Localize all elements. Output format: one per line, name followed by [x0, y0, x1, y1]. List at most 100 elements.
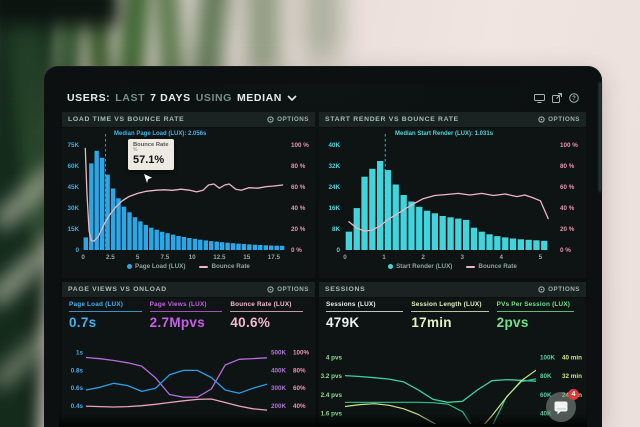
svg-text:60 %: 60 % [291, 184, 306, 191]
median-annotation: Median Page Load (LUX): 2.056s [114, 131, 207, 137]
svg-text:5: 5 [136, 254, 140, 261]
svg-text:40K: 40K [328, 142, 340, 149]
legend-item[interactable]: Start Render (LUX) [388, 263, 452, 270]
legend-label: Bounce Rate [478, 263, 517, 270]
gear-icon [538, 116, 545, 123]
dashboard: USERS: LAST 7 DAYS USING MEDIAN [59, 84, 587, 427]
options-label: OPTIONS [277, 286, 309, 293]
plant-leaf [246, 0, 280, 78]
svg-text:40K: 40K [540, 411, 552, 418]
svg-text:300K: 300K [271, 385, 287, 392]
share-icon[interactable] [552, 93, 562, 103]
options-button[interactable]: OPTIONS [267, 116, 309, 123]
svg-text:20 %: 20 % [560, 226, 575, 233]
metric-page-views: Page Views (LUX) 2.7Mpvs [149, 301, 231, 330]
panel-load-time: LOAD TIME VS BOUNCE RATE OPTIONS 75K 60K 4… [62, 112, 315, 278]
metric-value: 2.7Mpvs [149, 314, 206, 330]
options-button[interactable]: OPTIONS [538, 116, 580, 123]
svg-text:?: ? [572, 96, 576, 102]
users-range-selector[interactable]: USERS: LAST 7 DAYS USING MEDIAN [67, 92, 297, 104]
panel-sessions: SESSIONS OPTIONS Sessions (LUX) 479K [319, 282, 586, 427]
svg-text:40 %: 40 % [291, 205, 306, 212]
svg-text:0 %: 0 % [291, 247, 302, 254]
bounce-rate-tooltip: Bounce Rate % 57.1% [128, 139, 175, 170]
header-icons: ? [534, 93, 579, 103]
legend-item[interactable]: Page Load (LUX) [127, 263, 185, 270]
svg-text:45K: 45K [67, 184, 79, 191]
options-label: OPTIONS [548, 116, 580, 123]
metric-pvs-per-session: PVs Per Session (LUX) 2pvs [496, 301, 582, 330]
svg-text:0: 0 [343, 254, 347, 261]
tooltip-value: 57.1% [133, 153, 165, 166]
svg-text:100K: 100K [540, 354, 556, 361]
panel-load-time-header: LOAD TIME VS BOUNCE RATE OPTIONS [62, 112, 315, 128]
svg-text:7.5: 7.5 [161, 254, 170, 261]
svg-text:0: 0 [336, 247, 340, 254]
display-icon[interactable] [534, 93, 545, 103]
svg-text:80%: 80% [293, 367, 306, 374]
svg-text:15K: 15K [67, 226, 79, 233]
legend-line [466, 265, 476, 268]
svg-text:4 pvs: 4 pvs [326, 354, 343, 361]
plant-leaf [302, 0, 342, 65]
svg-text:12.5: 12.5 [213, 254, 226, 261]
svg-text:3: 3 [460, 254, 464, 261]
help-icon[interactable]: ? [569, 93, 579, 103]
svg-text:2.5: 2.5 [106, 254, 115, 261]
svg-text:20 %: 20 % [291, 226, 306, 233]
options-button[interactable]: OPTIONS [267, 286, 309, 293]
svg-text:60K: 60K [540, 392, 552, 399]
svg-text:4: 4 [500, 254, 504, 261]
svg-text:75K: 75K [67, 142, 79, 149]
bezel-highlight [599, 82, 601, 192]
plant-shadow [0, 0, 118, 26]
svg-text:30K: 30K [67, 205, 79, 212]
metric-page-load: Page Load (LUX) 0.7s [69, 301, 150, 330]
svg-text:1s: 1s [76, 350, 84, 357]
header-last-label: LAST [115, 92, 146, 104]
svg-text:0.4s: 0.4s [71, 403, 84, 410]
metric-rule [230, 310, 304, 312]
options-button[interactable]: OPTIONS [538, 286, 580, 293]
legend-item[interactable]: Bounce Rate [199, 263, 250, 270]
panel-title: LOAD TIME VS BOUNCE RATE [68, 116, 185, 123]
svg-text:15: 15 [243, 254, 251, 261]
svg-text:2.4 pvs: 2.4 pvs [321, 392, 343, 399]
header-median-label: MEDIAN [236, 92, 282, 104]
panel-title: START RENDER VS BOUNCE RATE [325, 116, 459, 123]
svg-text:80 %: 80 % [291, 163, 306, 170]
svg-text:400K: 400K [271, 367, 287, 374]
tooltip-unit: % [133, 147, 138, 154]
legend-line [199, 265, 209, 268]
svg-text:0: 0 [81, 254, 85, 261]
page-views-chart[interactable]: 1s 0.8s 0.6s 0.4s 500K 100% 400K 80% 300K 60% 200K… [62, 342, 315, 427]
legend-label: Page Load (LUX) [135, 263, 186, 270]
svg-text:40 min: 40 min [562, 354, 582, 361]
svg-text:32K: 32K [328, 163, 340, 170]
svg-text:16K: 16K [328, 205, 340, 212]
start-render-chart[interactable]: 40K 32K 24K 16K 8K 0 100 % 80 % 60 % 40 % 20 % 0 % 0… [319, 128, 586, 262]
header-using-label: USING [195, 92, 232, 104]
panel-title: SESSIONS [325, 286, 366, 293]
svg-text:100 %: 100 % [291, 142, 309, 149]
metrics-row: Page Load (LUX) 0.7s Page Views (LUX) 2.… [69, 301, 311, 330]
svg-text:40 %: 40 % [560, 205, 575, 212]
legend-dot [388, 264, 394, 269]
svg-text:2: 2 [421, 254, 425, 261]
metric-label: PVs Per Session (LUX) [496, 301, 571, 308]
svg-text:0.6s: 0.6s [71, 385, 84, 392]
legend-label: Bounce Rate [211, 263, 250, 270]
metric-value: 2pvs [496, 314, 529, 330]
chat-button[interactable]: 4 [546, 389, 579, 422]
metric-sessions: Sessions (LUX) 479K [326, 301, 411, 330]
monitor: USERS: LAST 7 DAYS USING MEDIAN [44, 66, 602, 427]
svg-text:60 %: 60 % [560, 184, 575, 191]
legend-item[interactable]: Bounce Rate [466, 263, 517, 270]
sessions-chart[interactable]: 4 pvs 3.2 pvs 2.4 pvs 1.6 pvs 100K 40 min 80K 3… [319, 342, 586, 427]
svg-text:1.6 pvs: 1.6 pvs [321, 411, 343, 418]
panel-start-render-header: START RENDER VS BOUNCE RATE OPTIONS [319, 112, 586, 128]
metric-rule [496, 310, 574, 312]
metric-value: 17min [411, 314, 452, 330]
